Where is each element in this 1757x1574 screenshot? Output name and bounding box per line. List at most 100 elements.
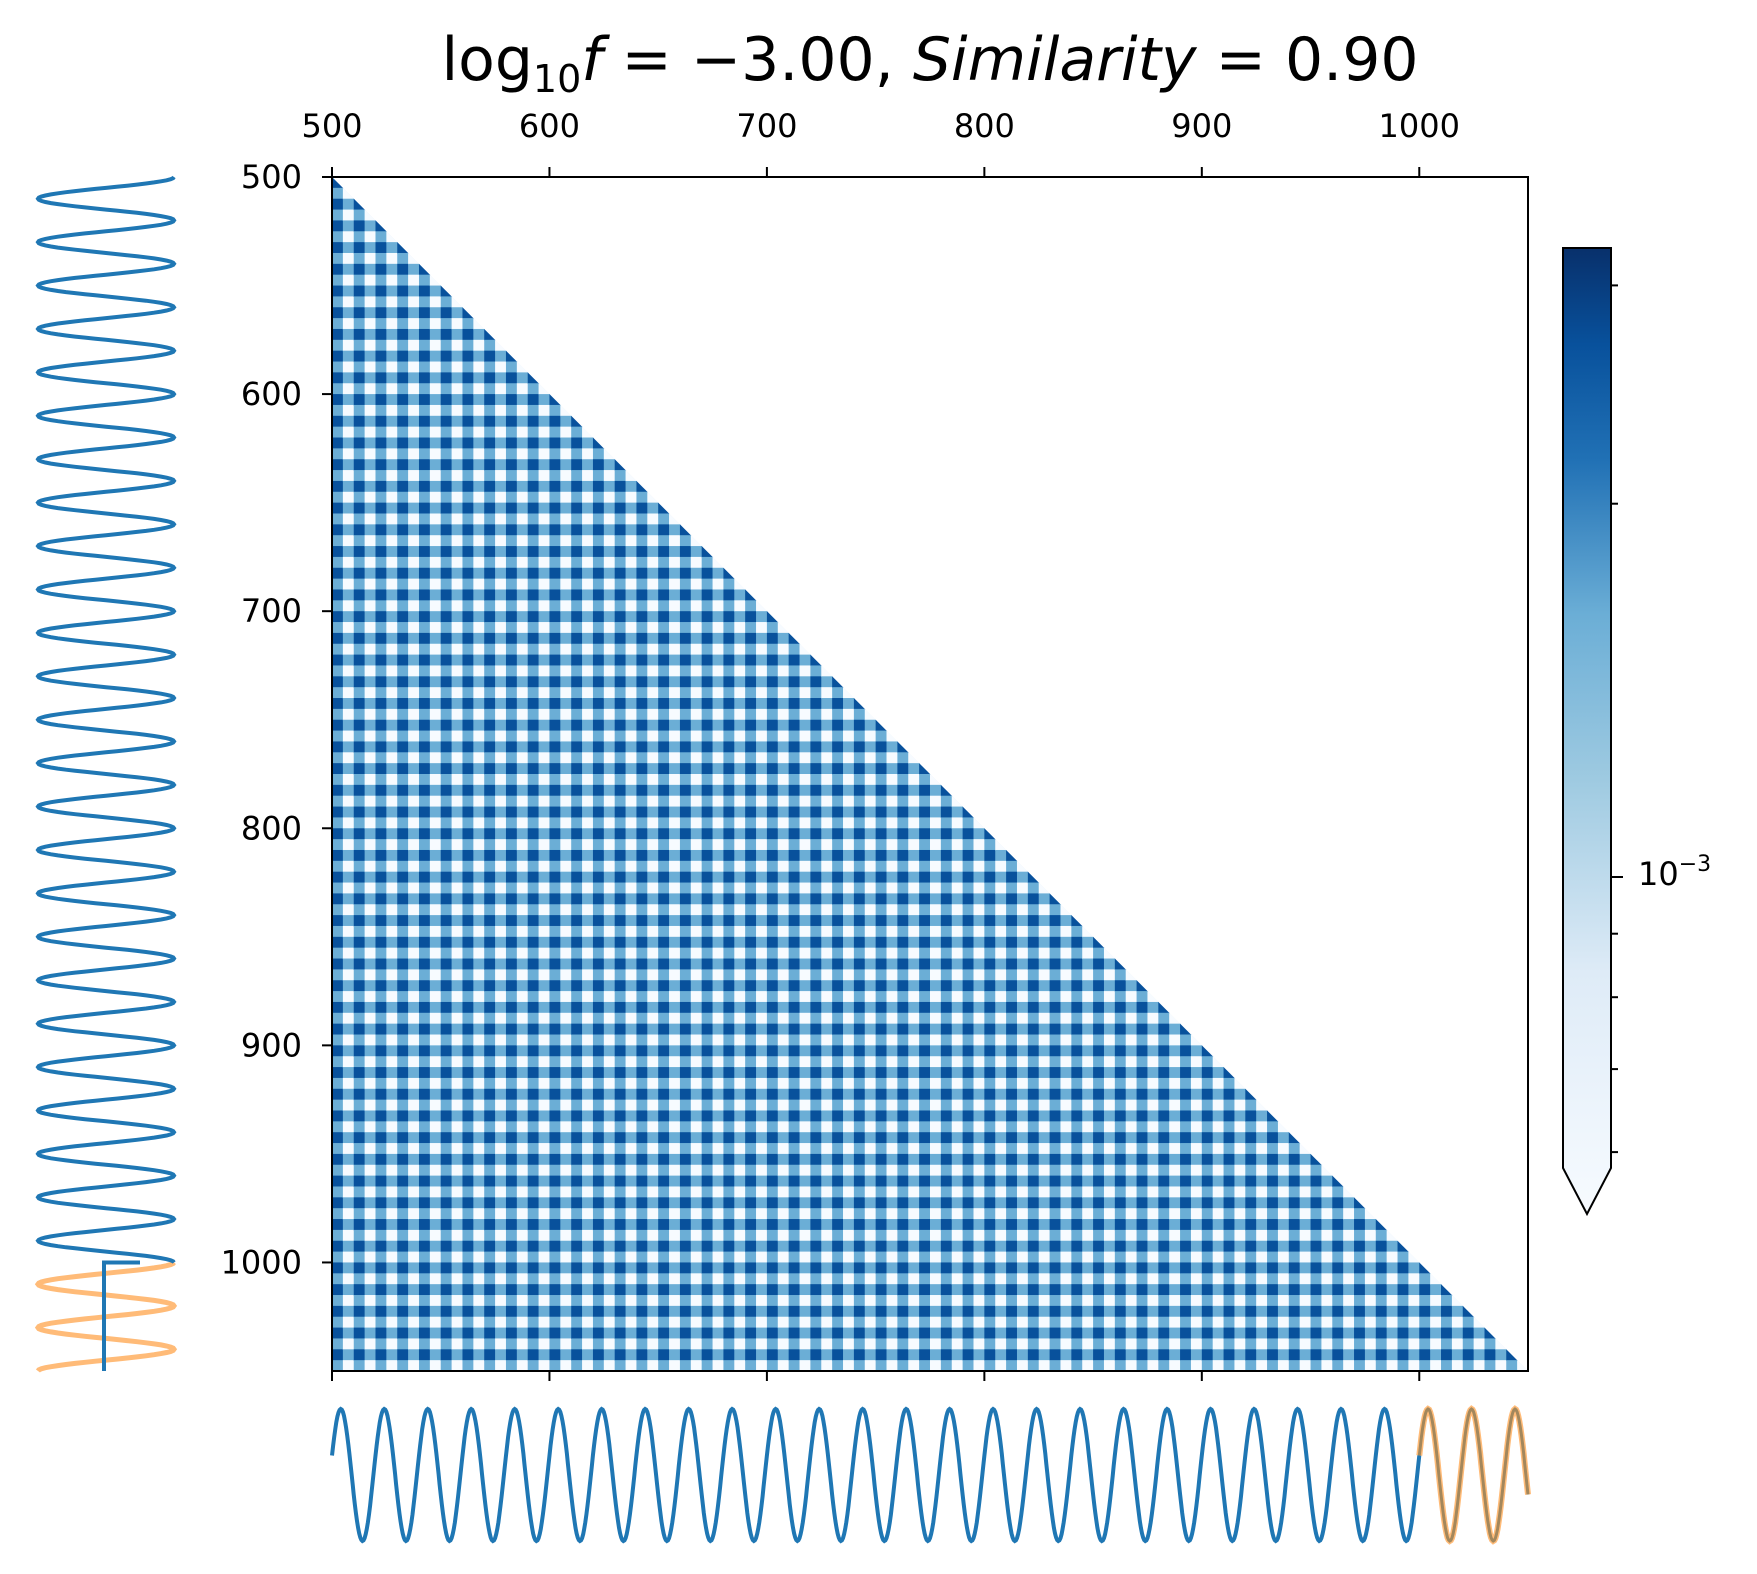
heatmap-cell xyxy=(527,784,540,797)
heatmap-cell xyxy=(669,1349,681,1361)
heatmap-cell xyxy=(712,209,725,222)
heatmap-cell xyxy=(701,687,714,699)
heatmap-cell xyxy=(777,676,790,688)
heatmap-cell xyxy=(745,1316,757,1329)
heatmap-cell xyxy=(527,860,540,873)
heatmap-cell xyxy=(418,1251,431,1264)
heatmap-cell xyxy=(603,318,616,330)
heatmap-cell xyxy=(669,611,681,623)
heatmap-cell xyxy=(364,1262,377,1274)
heatmap-cell xyxy=(408,904,420,916)
heatmap-cell xyxy=(669,1316,681,1329)
heatmap-cell xyxy=(473,252,485,265)
heatmap-cell xyxy=(408,1197,420,1209)
heatmap-cell xyxy=(625,871,638,884)
heatmap-cell xyxy=(538,502,551,515)
heatmap-cell xyxy=(375,1273,387,1285)
heatmap-cell xyxy=(679,1023,692,1036)
heatmap-cell xyxy=(723,513,735,525)
heatmap-cell xyxy=(766,1077,779,1090)
heatmap-cell xyxy=(386,1164,398,1177)
heatmap-cell xyxy=(712,665,725,677)
heatmap-cell xyxy=(745,1338,757,1350)
heatmap-cell xyxy=(582,339,594,352)
heatmap-cell xyxy=(495,1175,507,1188)
heatmap-cell xyxy=(701,491,714,504)
heatmap-cell xyxy=(701,567,714,580)
heatmap-cell xyxy=(679,274,692,287)
heatmap-cell xyxy=(527,1338,540,1350)
heatmap-cell xyxy=(440,654,453,667)
heatmap-cell xyxy=(505,480,518,493)
heatmap-cell xyxy=(821,415,833,428)
heatmap-cell xyxy=(614,1262,627,1274)
heatmap-cell xyxy=(766,774,779,786)
heatmap-cell xyxy=(766,1338,779,1350)
heatmap-cell xyxy=(538,752,551,764)
heatmap-cell xyxy=(364,1197,377,1209)
heatmap-cell xyxy=(440,969,453,981)
heatmap-cell xyxy=(799,1099,811,1112)
heatmap-cell xyxy=(495,654,507,667)
heatmap-cell xyxy=(560,784,572,797)
heatmap-cell xyxy=(788,1034,801,1046)
heatmap-cell xyxy=(799,676,811,688)
heatmap-cell xyxy=(429,198,442,211)
heatmap-cell xyxy=(669,752,681,764)
heatmap-cell xyxy=(516,480,529,493)
heatmap-cell xyxy=(364,904,377,916)
heatmap-cell xyxy=(701,1110,714,1122)
heatmap-cell xyxy=(690,285,703,297)
heatmap-cell xyxy=(505,426,518,439)
heatmap-cell xyxy=(701,947,714,960)
heatmap-cell xyxy=(712,426,725,439)
heatmap-cell xyxy=(342,741,355,753)
heatmap-cell xyxy=(571,806,583,819)
heatmap-cell xyxy=(560,925,572,938)
heatmap-cell xyxy=(549,1316,561,1329)
heatmap-cell xyxy=(484,567,496,580)
heatmap-cell xyxy=(810,285,822,297)
heatmap-cell xyxy=(462,459,474,471)
heatmap-cell xyxy=(462,1284,474,1296)
heatmap-cell xyxy=(571,1305,583,1318)
heatmap-cell xyxy=(723,1262,735,1274)
heatmap-cell xyxy=(788,1186,801,1198)
heatmap-cell xyxy=(777,936,790,949)
heatmap-cell xyxy=(614,698,627,710)
heatmap-cell xyxy=(484,1077,496,1090)
heatmap-cell xyxy=(810,513,822,525)
heatmap-cell xyxy=(679,676,692,688)
heatmap-cell xyxy=(603,1327,616,1340)
heatmap-cell xyxy=(495,535,507,547)
heatmap-cell xyxy=(364,806,377,819)
heatmap-cell xyxy=(418,1349,431,1361)
heatmap-cell xyxy=(462,252,474,265)
heatmap-cell xyxy=(669,209,681,222)
heatmap-cell xyxy=(734,448,746,460)
heatmap-cell xyxy=(734,1175,746,1188)
heatmap-cell xyxy=(592,404,605,417)
heatmap-cell xyxy=(495,1110,507,1122)
heatmap-cell xyxy=(669,719,681,732)
heatmap-cell xyxy=(364,328,377,341)
heatmap-cell xyxy=(418,470,431,482)
heatmap-cell xyxy=(701,1208,714,1220)
heatmap-cell xyxy=(647,524,659,536)
heatmap-cell xyxy=(614,220,627,232)
heatmap-cell xyxy=(495,947,507,960)
heatmap-cell xyxy=(745,1132,757,1144)
heatmap-cell xyxy=(592,383,605,395)
heatmap-cell xyxy=(799,404,811,417)
heatmap-cell xyxy=(712,643,725,656)
heatmap-cell xyxy=(440,817,453,829)
heatmap-cell xyxy=(397,1132,409,1144)
heatmap-cell xyxy=(353,404,366,417)
heatmap-cell xyxy=(473,1143,485,1155)
heatmap-cell xyxy=(582,1175,594,1188)
heatmap-cell xyxy=(582,426,594,439)
heatmap-cell xyxy=(484,361,496,373)
heatmap-cell xyxy=(364,372,377,384)
heatmap-cell xyxy=(712,1143,725,1155)
heatmap-cell xyxy=(821,274,833,287)
